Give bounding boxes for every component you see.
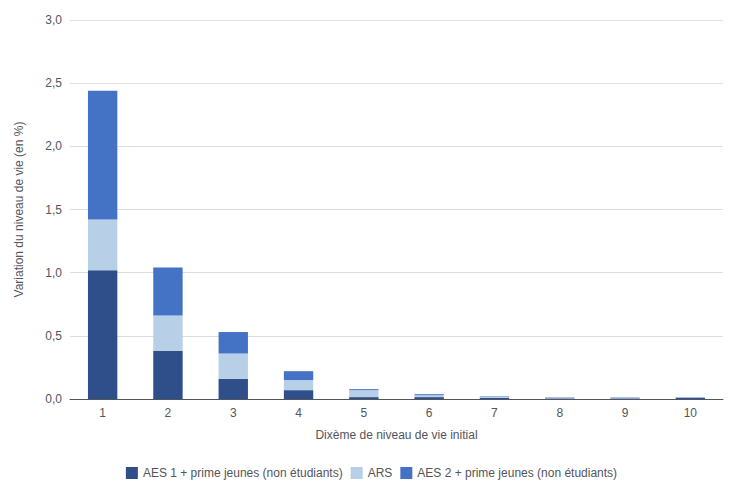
svg-text:3,0: 3,0 [45,13,62,27]
svg-text:2,0: 2,0 [45,139,62,153]
svg-text:8: 8 [556,406,563,420]
svg-text:6: 6 [426,406,433,420]
svg-text:AES 2 + prime jeunes (non étud: AES 2 + prime jeunes (non étudiants) [417,466,617,480]
svg-text:2,5: 2,5 [45,76,62,90]
svg-text:Variation du niveau de vie (en: Variation du niveau de vie (en %) [12,122,26,298]
svg-text:1,5: 1,5 [45,203,62,217]
svg-text:1,0: 1,0 [45,266,62,280]
svg-text:2: 2 [165,406,172,420]
svg-text:9: 9 [622,406,629,420]
svg-text:0,0: 0,0 [45,392,62,406]
svg-text:AES 1 + prime jeunes (non étud: AES 1 + prime jeunes (non étudiants) [143,466,343,480]
svg-text:4: 4 [295,406,302,420]
svg-text:5: 5 [361,406,368,420]
svg-text:3: 3 [230,406,237,420]
svg-text:7: 7 [491,406,498,420]
svg-text:0,5: 0,5 [45,329,62,343]
svg-text:1: 1 [99,406,106,420]
svg-text:Dixème de niveau de vie initia: Dixème de niveau de vie initial [315,428,477,442]
svg-text:ARS: ARS [368,466,393,480]
svg-text:10: 10 [684,406,698,420]
